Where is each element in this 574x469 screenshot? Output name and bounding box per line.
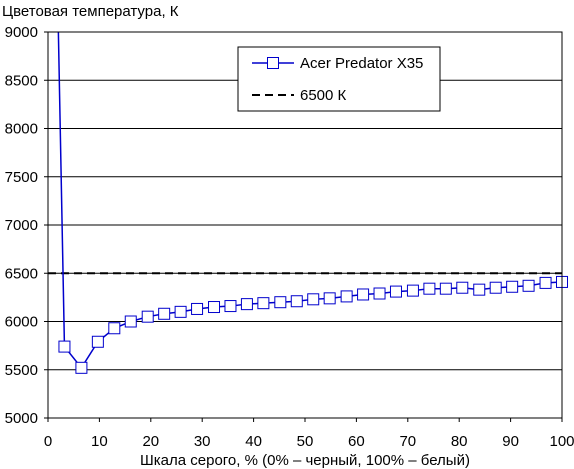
data-point-29	[522, 279, 535, 292]
legend-label-acer-predator-x35: Acer Predator X35	[300, 55, 423, 72]
data-point-28	[506, 280, 519, 293]
y-tick-label-8500: 8500	[5, 72, 38, 89]
data-point-16	[307, 293, 320, 306]
y-axis-ticks: 5000 5500 6000 6500 7000 7500 8000 8500 9000	[5, 24, 48, 427]
data-point-7	[158, 307, 171, 320]
data-point-24	[439, 282, 452, 295]
plot-frame	[47, 31, 563, 419]
legend-marker-acer-predator-x35	[267, 57, 279, 69]
y-tick-label-6000: 6000	[5, 314, 38, 331]
y-tick-label-5000: 5000	[5, 410, 38, 427]
data-point-15	[290, 295, 303, 308]
data-point-12	[240, 298, 253, 311]
x-tick-label-90: 90	[502, 433, 519, 450]
series-layer	[48, 32, 568, 374]
data-point-8	[174, 305, 187, 318]
x-tick-label-80: 80	[451, 433, 468, 450]
y-tick-label-6500: 6500	[5, 265, 38, 282]
data-point-4	[108, 322, 121, 335]
x-tick-label-50: 50	[297, 433, 314, 450]
y-tick-label-7500: 7500	[5, 169, 38, 186]
data-point-19	[357, 288, 370, 301]
data-point-9	[191, 302, 204, 315]
x-tick-label-70: 70	[399, 433, 416, 450]
data-point-13	[257, 297, 270, 310]
data-point-30	[539, 276, 552, 289]
data-point-1	[58, 340, 71, 353]
y-tick-label-7000: 7000	[5, 217, 38, 234]
x-tick-label-40: 40	[245, 433, 262, 450]
x-tick-label-100: 100	[549, 433, 574, 450]
data-point-3	[91, 335, 104, 348]
data-point-22	[406, 284, 419, 297]
data-point-18	[340, 290, 353, 303]
x-tick-label-20: 20	[142, 433, 159, 450]
data-point-25	[456, 281, 469, 294]
x-tick-label-30: 30	[194, 433, 211, 450]
chart-title: Цветовая температура, К	[2, 3, 179, 20]
data-point-5	[124, 315, 137, 328]
data-point-27	[489, 281, 502, 294]
y-tick-label-5500: 5500	[5, 362, 38, 379]
x-axis-label: Шкала серого, % (0% – черный, 100% – бел…	[140, 452, 470, 469]
y-tick-label-9000: 9000	[5, 24, 38, 41]
x-axis-ticks: 0 10 20 30 40 50 60 70 80 90 100	[44, 418, 574, 450]
x-tick-label-0: 0	[44, 433, 52, 450]
data-point-21	[389, 285, 402, 298]
legend: Acer Predator X35 6500 К	[237, 46, 441, 112]
data-point-23	[423, 282, 436, 295]
data-point-10	[208, 301, 221, 314]
data-point-17	[323, 292, 336, 305]
data-point-6	[141, 310, 154, 323]
y-tick-label-8000: 8000	[5, 121, 38, 138]
data-point-14	[274, 296, 287, 309]
x-tick-label-60: 60	[348, 433, 365, 450]
data-point-2	[75, 361, 88, 374]
data-point-11	[224, 300, 237, 313]
data-point-20	[373, 287, 386, 300]
legend-label-6500k: 6500 К	[300, 87, 347, 104]
x-tick-label-10: 10	[91, 433, 108, 450]
data-point-26	[473, 283, 486, 296]
